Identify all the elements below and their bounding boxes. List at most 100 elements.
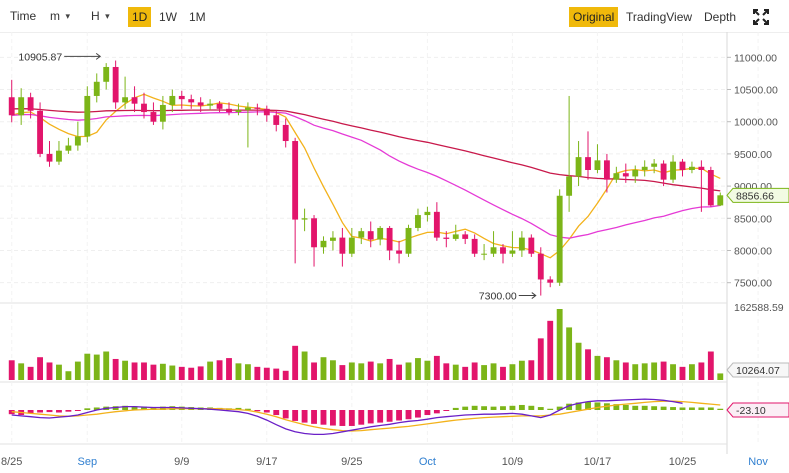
view-depth-button[interactable]: Depth	[704, 10, 737, 24]
volume-bar	[707, 351, 714, 380]
candle-body	[348, 237, 355, 254]
volume-bar	[235, 363, 242, 380]
macd-histogram-bar	[254, 410, 261, 412]
macd-histogram-bar	[717, 408, 724, 410]
time-tick-label: Oct	[419, 456, 436, 468]
volume-bar	[273, 368, 280, 380]
toolbar: Time m H 1D 1W 1M Original TradingView D…	[0, 0, 789, 32]
candle-body	[689, 166, 695, 170]
candle-body	[150, 112, 157, 122]
volume-bar	[566, 327, 573, 380]
macd-histogram-bar	[74, 410, 81, 411]
candle-body	[263, 108, 270, 116]
candle-body	[18, 97, 25, 116]
volume-bar	[56, 364, 62, 380]
candle-body	[707, 170, 714, 206]
candle-body	[84, 95, 91, 137]
candle-body	[169, 95, 176, 105]
candle-body	[8, 97, 15, 116]
price-tick-label: 11000.00	[734, 52, 777, 64]
low-price-annotation: 7300.00	[479, 291, 517, 303]
candle-body	[235, 110, 242, 113]
candle-body	[377, 227, 384, 240]
candle-body	[566, 176, 573, 196]
candle-body	[641, 166, 648, 170]
candle-body	[226, 108, 232, 113]
volume-bar	[169, 365, 176, 380]
interval-1d-button[interactable]: 1D	[128, 7, 152, 27]
macd-histogram-bar	[471, 405, 478, 410]
view-tradingview-button[interactable]: TradingView	[626, 10, 693, 24]
candle-body	[452, 234, 459, 239]
candle-body	[537, 253, 544, 280]
interval-1w-button[interactable]: 1W	[159, 10, 177, 24]
macd-dea-line	[11, 400, 721, 432]
volume-bar	[424, 360, 431, 380]
macd-histogram-bar	[670, 407, 676, 410]
volume-bar	[594, 355, 601, 380]
candle-body	[660, 163, 667, 180]
chart-axes: 11000.0010500.0010000.009500.009000.0085…	[1, 52, 778, 468]
volume-bar	[178, 366, 185, 380]
macd-histogram-bar	[311, 410, 317, 424]
macd-histogram-bar	[707, 407, 714, 410]
interval-1m-button[interactable]: 1M	[189, 10, 206, 24]
volume-bar	[84, 353, 91, 380]
volume-bar	[37, 357, 43, 380]
volume-bar	[660, 361, 667, 380]
volume-bar	[537, 338, 544, 380]
candle-body	[292, 141, 299, 220]
candle-body	[500, 247, 506, 254]
macd-histogram-bar	[443, 410, 450, 411]
volume-bar	[188, 367, 195, 380]
volume-bar	[622, 362, 629, 380]
volume-bar	[197, 366, 204, 380]
macd-histogram-bar	[547, 408, 554, 410]
candle-body	[670, 161, 676, 180]
volume-bar	[585, 349, 591, 380]
candle-body	[490, 247, 497, 254]
macd-histogram-bar	[651, 406, 658, 410]
volume-bar	[641, 363, 648, 380]
chart-labels: 10905.87 7300.00 8856.66 162588.59 10264.07 -…	[18, 51, 789, 418]
candle-body	[622, 173, 629, 177]
candle-body	[216, 103, 223, 109]
macd-histogram-bar	[641, 405, 648, 410]
volume-bar	[311, 362, 317, 380]
macd-histogram-bar	[452, 407, 459, 410]
time-tick-label: 9/25	[341, 456, 362, 468]
view-original-button[interactable]: Original	[569, 7, 619, 27]
candle-body	[509, 250, 516, 254]
expand-arrows-icon[interactable]	[752, 8, 770, 26]
candle-body	[178, 95, 185, 100]
candle-body	[112, 66, 119, 103]
candlestick-chart[interactable]: 11000.0010500.0010000.009500.009000.0085…	[0, 32, 789, 473]
hour-select[interactable]: H	[91, 7, 109, 25]
ma-mid-line	[11, 111, 721, 239]
volume-current-tag-box	[726, 362, 789, 378]
volume-bar	[689, 364, 695, 380]
macd-histogram-bar	[93, 407, 100, 410]
volume-bar	[717, 373, 724, 380]
macd-current-tag-box	[726, 402, 789, 418]
volume-bar	[46, 362, 53, 380]
candle-body	[632, 170, 639, 177]
macd-histogram-bar	[141, 406, 147, 410]
minute-select[interactable]: m	[50, 7, 70, 25]
volume-bar	[575, 342, 582, 380]
macd-current-tag: -23.10	[736, 405, 766, 417]
candle-body	[37, 110, 43, 154]
time-tick-label: 9/9	[174, 456, 189, 468]
volume-bar	[632, 364, 639, 380]
macd-histogram-bar	[424, 410, 431, 416]
macd-histogram-bar	[509, 405, 516, 410]
macd-histogram-bar	[415, 410, 421, 418]
candle-body	[585, 157, 591, 170]
macd-histogram-bar	[46, 410, 53, 413]
candles	[8, 60, 724, 296]
volume-bar	[141, 362, 147, 380]
candle-body	[301, 218, 308, 220]
macd-histogram-bar	[367, 410, 374, 424]
macd-panel	[8, 398, 724, 436]
candle-body	[518, 237, 525, 251]
